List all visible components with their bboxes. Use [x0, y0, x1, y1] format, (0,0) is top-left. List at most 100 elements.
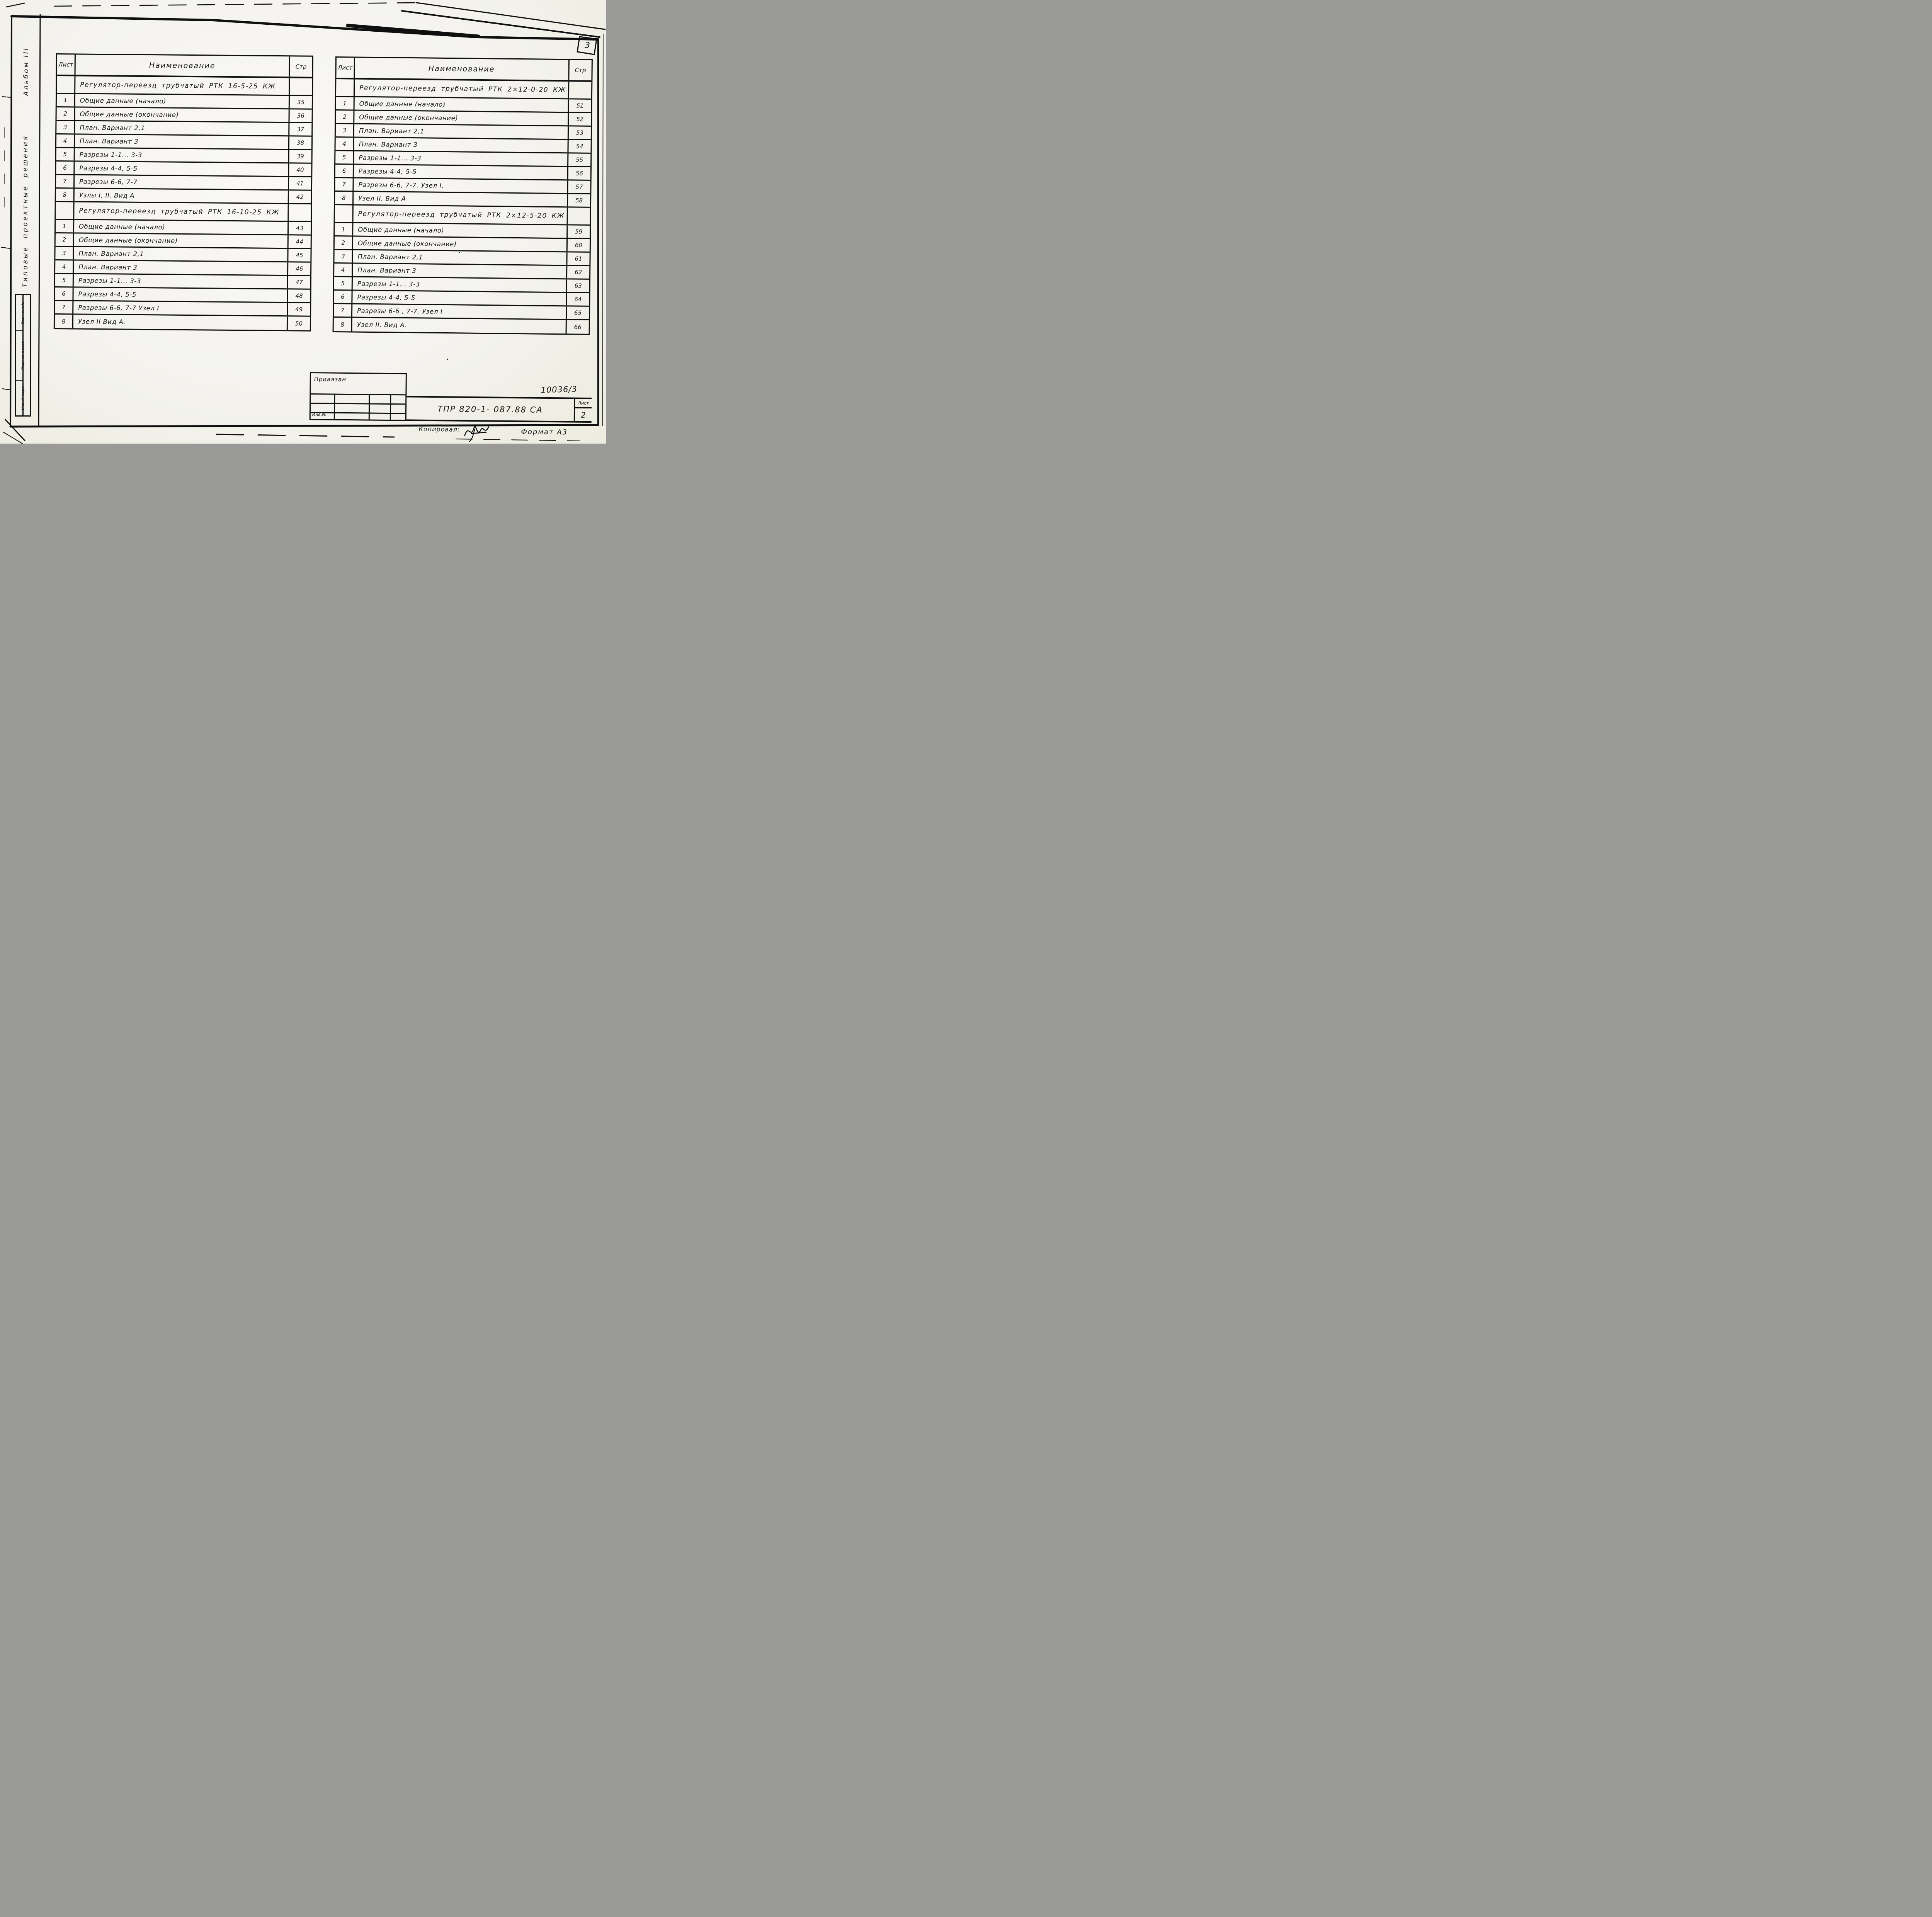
- page-number-cell: 40: [288, 163, 311, 176]
- margin-series-label: Типовые проектные решения: [22, 134, 29, 287]
- handwritten-archive-number: 10036/3: [541, 384, 578, 395]
- page-number-cell: [566, 208, 590, 225]
- sheet-number-cell: 7: [56, 175, 75, 188]
- sheet-number-cell: 8: [333, 317, 352, 332]
- sheet-number-cell: 1: [335, 223, 354, 236]
- stamp-label: Взам. инв.№: [21, 301, 25, 324]
- toc-row: 5 Разрезы 1-1... 3-3 39: [56, 148, 311, 164]
- page-number-cell: 35: [288, 96, 312, 109]
- copied-by-label: Копировал:: [418, 425, 460, 433]
- sheet-number-cell: 6: [55, 287, 74, 300]
- sheet-value: 2: [580, 410, 586, 420]
- scan-speck: [447, 359, 448, 360]
- section-title-row: Регулятор-переезд трубчатый РТК 16-5-25 …: [57, 76, 312, 96]
- page-number-cell: 38: [288, 136, 312, 149]
- item-name-cell: Общие данные (начало): [79, 223, 165, 231]
- section-title-cell: Регулятор-переезд трубчатый РТК 16-5-25 …: [80, 81, 276, 90]
- page-number-cell: 61: [566, 252, 590, 265]
- sheet-number-cell: 7: [55, 301, 74, 314]
- stamp-cell-podpis: Подпись и дата: [16, 331, 25, 381]
- toc-row: 4 План. Вариант 3 38: [56, 134, 312, 150]
- item-name-cell: Разрезы 1-1... 3-3: [78, 277, 141, 285]
- sheet-number-cell: 5: [55, 274, 74, 287]
- grid-line: [389, 394, 391, 420]
- format-label: Формат А3: [521, 428, 568, 437]
- item-name-cell: Узел II. Вид А: [358, 194, 406, 202]
- item-name-cell: Разрезы 1-1... 3-3: [79, 151, 142, 159]
- item-name-cell: Разрезы 6-6, 7-7 Узел I: [78, 304, 159, 312]
- toc-row: 7 Разрезы 6-6, 7-7 Узел I 49: [55, 301, 310, 317]
- toc-row: 2 Общие данные (окончание) 44: [55, 233, 311, 249]
- item-name-cell: Общие данные (окончание): [357, 239, 457, 248]
- sheet-number-cell: 8: [56, 189, 75, 201]
- toc-row: 1 Общие данные (начало) 43: [55, 220, 311, 236]
- page-number-cell: 65: [565, 306, 589, 319]
- sheet-number-cell: 6: [56, 162, 75, 174]
- toc-row: 5 Разрезы 1-1... 3-3 47: [55, 274, 310, 290]
- item-name-cell: Разрезы 1-1... 3-3: [359, 154, 422, 162]
- toc-row: 3 План. Вариант 2,1 37: [56, 121, 312, 137]
- column-header-name: Наименование: [428, 64, 495, 74]
- grid-line: [368, 394, 370, 420]
- page-number-cell: 39: [288, 150, 311, 163]
- column-header-list: Лист: [336, 58, 355, 78]
- page-number-cell: 44: [287, 235, 311, 248]
- sheet-number-cell: 8: [54, 315, 74, 328]
- sheet-number-cell: 2: [336, 111, 355, 123]
- sheet-number-cell: 7: [333, 304, 353, 317]
- item-name-cell: План. Вариант 2,1: [78, 250, 144, 258]
- toc-row: 8 Узел II. Вид А. 66: [333, 317, 589, 334]
- page-number-cell: 45: [287, 249, 311, 262]
- sheet-number-cell: 5: [335, 151, 354, 164]
- page-number-cell: 63: [566, 279, 589, 292]
- sheet-number-cell: 4: [334, 264, 353, 276]
- page-number-cell: 41: [287, 177, 311, 190]
- toc-body: Регулятор-переезд трубчатый РТК 2×12-0-2…: [333, 79, 592, 334]
- item-name-cell: Разрезы 6-6, 7-7: [79, 178, 138, 186]
- page-number-cell: 42: [287, 191, 311, 203]
- sheet-number-cell: 1: [55, 220, 75, 233]
- sheet-number-cell: 1: [336, 97, 355, 110]
- item-name-cell: План. Вариант 3: [79, 137, 139, 145]
- sheet-number-cell: [56, 202, 75, 219]
- item-name-cell: Общие данные (окончание): [359, 113, 458, 122]
- sheet-number-cell: 3: [334, 250, 353, 263]
- item-name-cell: Общие данные (начало): [80, 97, 167, 105]
- page-number-cell: 36: [288, 109, 312, 122]
- page-number-cell: [287, 204, 311, 221]
- binding-stamp-table: Привязан Инв.№: [309, 372, 407, 421]
- item-name-cell: Разрезы 4-4, 5-5: [357, 293, 416, 301]
- scanned-drawing-sheet: 3 Альбом III Типовые проектные решения В…: [0, 0, 606, 444]
- page-number-cell: [568, 82, 592, 99]
- page-number-cell: 52: [568, 113, 591, 126]
- item-name-cell: План. Вариант 3: [78, 263, 138, 271]
- scan-speck: [459, 252, 460, 253]
- toc-row: 6 Разрезы 4-4, 5-5 48: [55, 287, 310, 303]
- sheet-number-cell: 3: [335, 124, 355, 137]
- toc-table-left: Лист Наименование Стр Регулятор-переезд …: [53, 53, 313, 332]
- stamp-label: Инв. № подл.: [21, 386, 25, 410]
- section-title-cell: Регулятор-переезд трубчатый РТК 2×12-5-2…: [358, 210, 565, 220]
- sheet-number-cell: 2: [56, 107, 75, 120]
- stamp-divider-line: [22, 295, 24, 415]
- sheet-number-cell: 3: [55, 247, 74, 260]
- sheet-number-cell: [57, 76, 76, 93]
- sheet-number-cell: 8: [335, 192, 354, 204]
- margin-stamp-table: Взам. инв.№ Подпись и дата Инв. № подл.: [15, 294, 31, 417]
- stamp-label: Подпись и дата: [21, 341, 25, 370]
- sheet-number-cell: 5: [334, 277, 353, 290]
- toc-body: Регулятор-переезд трубчатый РТК 16-5-25 …: [54, 76, 312, 330]
- page-number-cell: 49: [287, 303, 310, 316]
- inventory-number-label: Инв.№: [312, 412, 327, 417]
- page-number-cell: 66: [565, 320, 589, 334]
- item-name-cell: План. Вариант 2,1: [80, 124, 145, 132]
- toc-row: 4 План. Вариант 3 46: [55, 260, 311, 276]
- sheet-number-cell: 4: [55, 260, 74, 273]
- item-name-cell: Общие данные (окончание): [78, 236, 178, 245]
- page-number-cell: 62: [566, 266, 590, 279]
- toc-row: 6 Разрезы 4-4, 5-5 40: [56, 162, 311, 177]
- toc-table-right: Лист Наименование Стр Регулятор-переезд …: [332, 56, 593, 335]
- sheet-number-cell: [336, 79, 355, 96]
- sheet-number-cell: 1: [56, 94, 76, 107]
- item-name-cell: Разрезы 4-4, 5-5: [358, 167, 417, 175]
